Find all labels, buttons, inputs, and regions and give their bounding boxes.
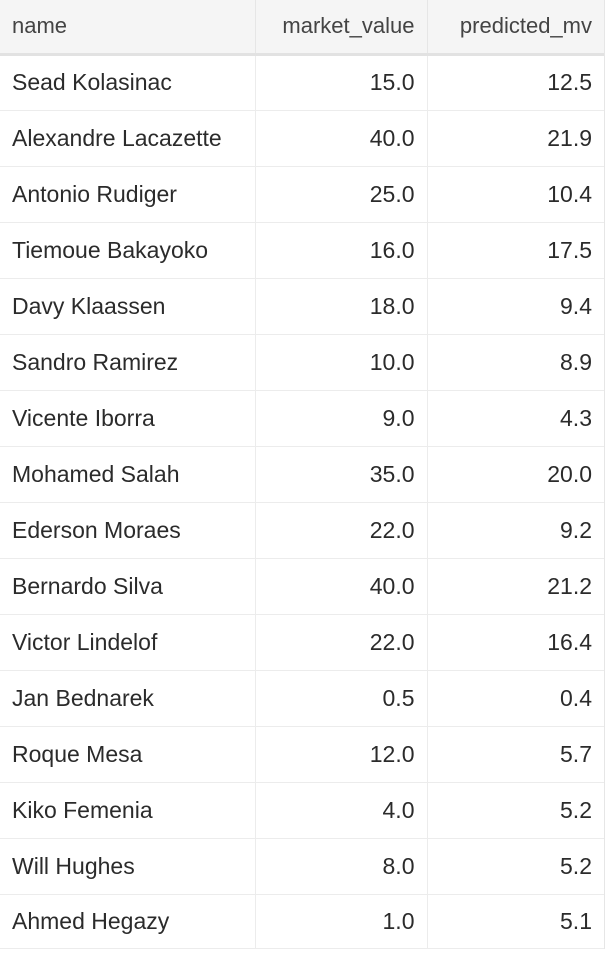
cell-predicted-mv: 10.4 [427,166,604,222]
cell-name: Roque Mesa [0,726,255,782]
cell-predicted-mv: 5.7 [427,726,604,782]
cell-market-value: 12.0 [255,726,427,782]
table-row[interactable]: Sead Kolasinac 15.0 12.5 [0,54,604,110]
table-row[interactable]: Antonio Rudiger 25.0 10.4 [0,166,604,222]
cell-predicted-mv: 8.9 [427,334,604,390]
table-row[interactable]: Will Hughes 8.0 5.2 [0,838,604,894]
cell-market-value: 4.0 [255,782,427,838]
table-body: Sead Kolasinac 15.0 12.5 Alexandre Lacazett… [0,54,604,948]
cell-market-value: 35.0 [255,446,427,502]
cell-predicted-mv: 20.0 [427,446,604,502]
cell-predicted-mv: 5.2 [427,782,604,838]
table-row[interactable]: Kiko Femenia 4.0 5.2 [0,782,604,838]
table-row[interactable]: Bernardo Silva 40.0 21.2 [0,558,604,614]
cell-predicted-mv: 12.5 [427,54,604,110]
table-row[interactable]: Vicente Iborra 9.0 4.3 [0,390,604,446]
cell-market-value: 40.0 [255,558,427,614]
cell-name: Kiko Femenia [0,782,255,838]
column-header-market-value[interactable]: market_value [255,0,427,54]
table-row[interactable]: Victor Lindelof 22.0 16.4 [0,614,604,670]
cell-name: Vicente Iborra [0,390,255,446]
cell-market-value: 22.0 [255,614,427,670]
column-header-predicted-mv[interactable]: predicted_mv [427,0,604,54]
cell-predicted-mv: 9.2 [427,502,604,558]
cell-predicted-mv: 21.9 [427,110,604,166]
cell-name: Bernardo Silva [0,558,255,614]
cell-predicted-mv: 5.2 [427,838,604,894]
table-row[interactable]: Davy Klaassen 18.0 9.4 [0,278,604,334]
cell-name: Sead Kolasinac [0,54,255,110]
cell-market-value: 22.0 [255,502,427,558]
cell-market-value: 15.0 [255,54,427,110]
cell-market-value: 18.0 [255,278,427,334]
cell-name: Will Hughes [0,838,255,894]
cell-name: Alexandre Lacazette [0,110,255,166]
cell-market-value: 16.0 [255,222,427,278]
cell-market-value: 1.0 [255,894,427,948]
column-header-name[interactable]: name [0,0,255,54]
header-row: name market_value predicted_mv [0,0,604,54]
cell-market-value: 10.0 [255,334,427,390]
table-row[interactable]: Alexandre Lacazette 40.0 21.9 [0,110,604,166]
cell-name: Davy Klaassen [0,278,255,334]
cell-market-value: 9.0 [255,390,427,446]
table-row[interactable]: Mohamed Salah 35.0 20.0 [0,446,604,502]
table-row[interactable]: Sandro Ramirez 10.0 8.9 [0,334,604,390]
cell-name: Jan Bednarek [0,670,255,726]
cell-name: Mohamed Salah [0,446,255,502]
cell-name: Tiemoue Bakayoko [0,222,255,278]
cell-name: Sandro Ramirez [0,334,255,390]
table-row[interactable]: Roque Mesa 12.0 5.7 [0,726,604,782]
cell-predicted-mv: 4.3 [427,390,604,446]
cell-predicted-mv: 17.5 [427,222,604,278]
cell-predicted-mv: 9.4 [427,278,604,334]
table-row[interactable]: Tiemoue Bakayoko 16.0 17.5 [0,222,604,278]
table-header: name market_value predicted_mv [0,0,604,54]
cell-name: Victor Lindelof [0,614,255,670]
table-row[interactable]: Ederson Moraes 22.0 9.2 [0,502,604,558]
cell-market-value: 25.0 [255,166,427,222]
cell-name: Ahmed Hegazy [0,894,255,948]
cell-name: Antonio Rudiger [0,166,255,222]
cell-predicted-mv: 0.4 [427,670,604,726]
cell-market-value: 40.0 [255,110,427,166]
cell-name: Ederson Moraes [0,502,255,558]
table-row[interactable]: Jan Bednarek 0.5 0.4 [0,670,604,726]
table-row[interactable]: Ahmed Hegazy 1.0 5.1 [0,894,604,948]
cell-predicted-mv: 16.4 [427,614,604,670]
cell-market-value: 0.5 [255,670,427,726]
cell-predicted-mv: 5.1 [427,894,604,948]
cell-market-value: 8.0 [255,838,427,894]
cell-predicted-mv: 21.2 [427,558,604,614]
